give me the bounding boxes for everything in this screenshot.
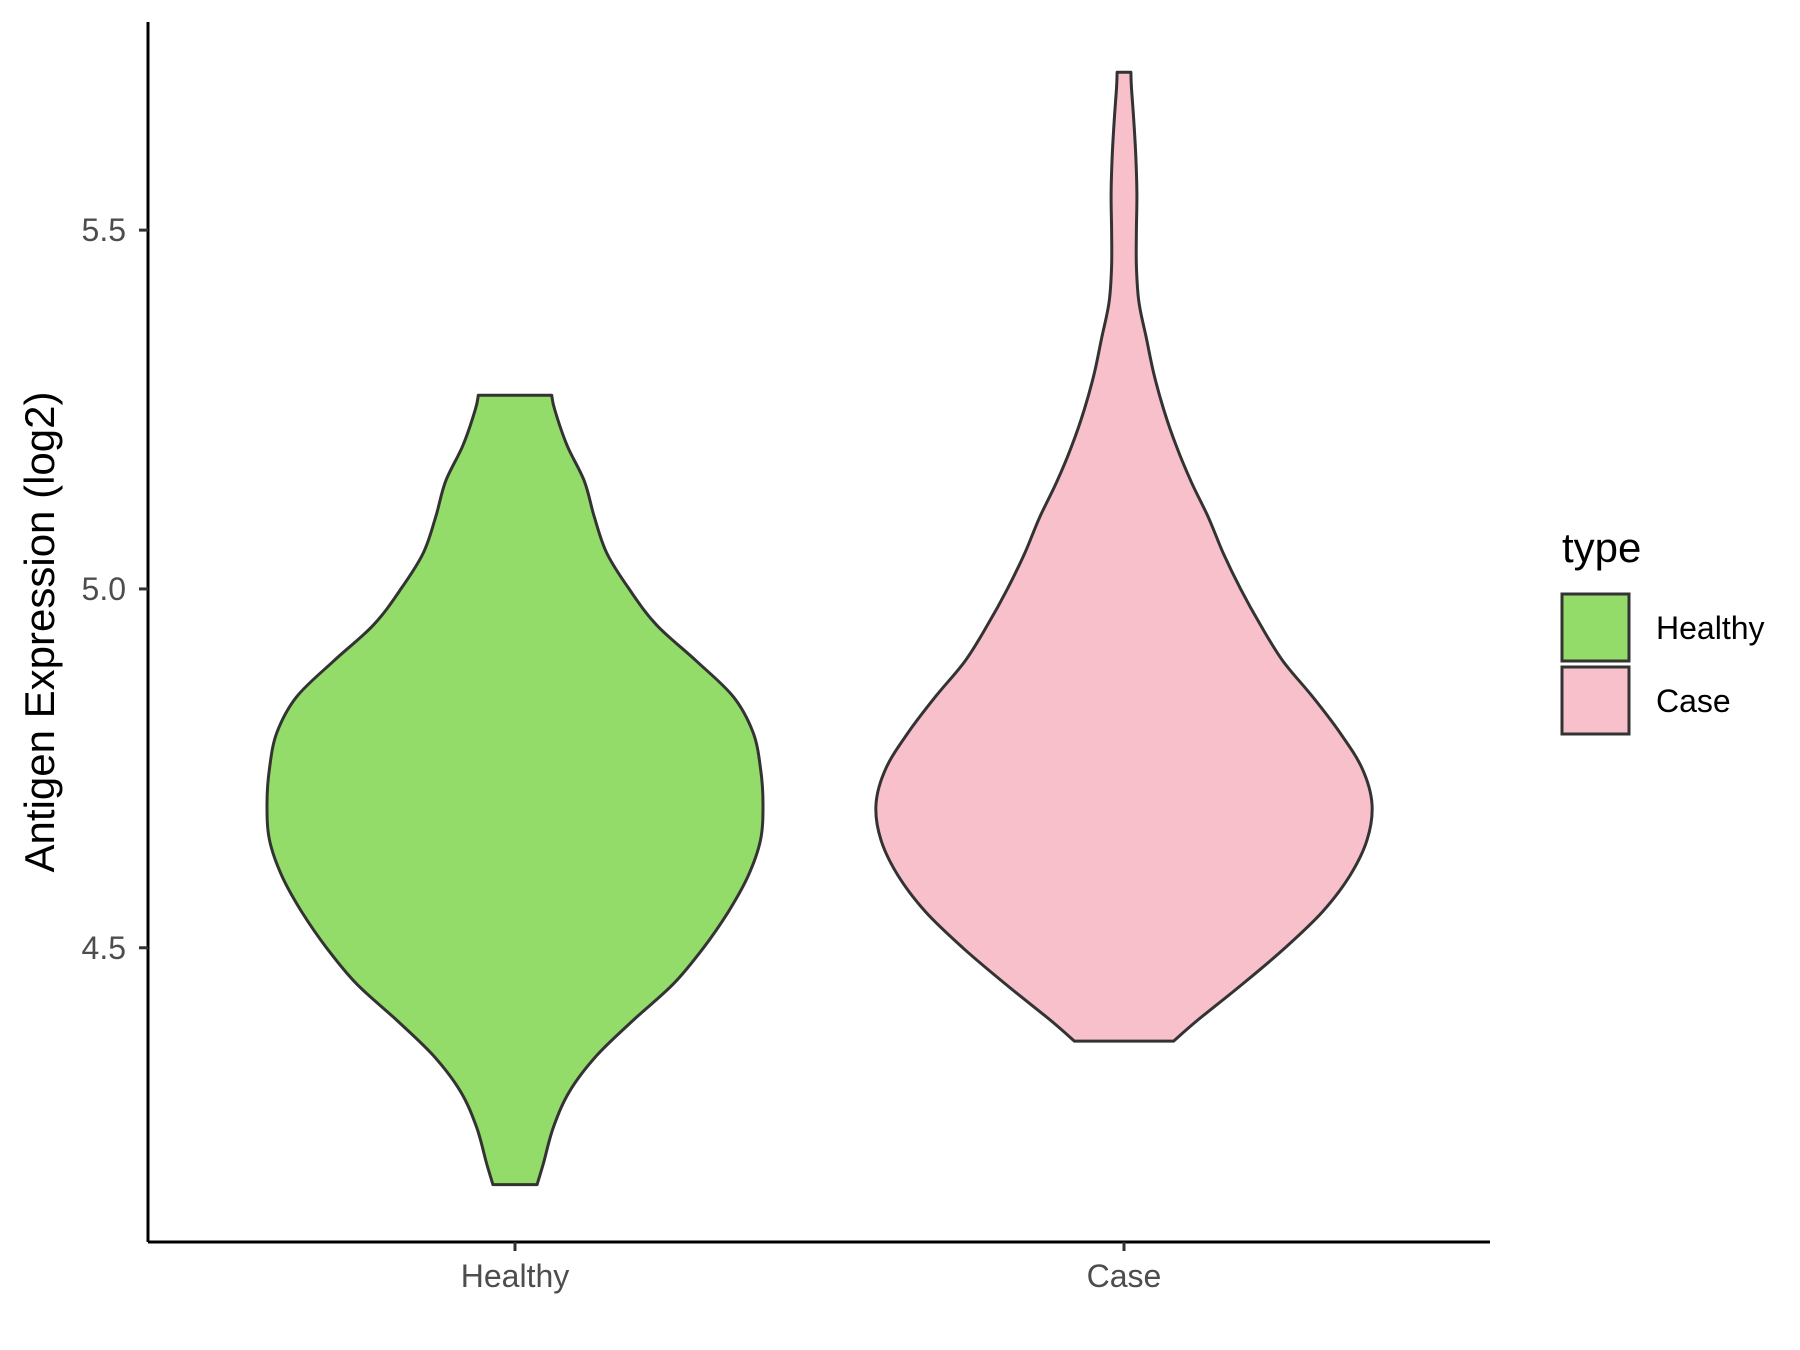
legend-key-case: [1560, 665, 1631, 736]
legend-label-case: Case: [1656, 683, 1731, 719]
violin-case: [874, 70, 1374, 1043]
y-tick-label: 4.5: [82, 930, 126, 966]
y-axis-title: Antigen Expression (log2): [16, 392, 63, 873]
violins-group: [265, 70, 1374, 1187]
x-tick-label-case: Case: [1087, 1258, 1162, 1294]
legend-key-healthy: [1560, 592, 1631, 663]
x-ticks-group: Healthy Case: [461, 1242, 1162, 1294]
y-tick-label: 5.0: [82, 571, 126, 607]
x-tick-label-healthy: Healthy: [461, 1258, 570, 1294]
legend-label-healthy: Healthy: [1656, 610, 1765, 646]
violin-healthy: [265, 393, 765, 1187]
legend: type Healthy Case: [1560, 524, 1765, 736]
y-ticks-group: 4.5 5.0 5.5: [82, 212, 148, 966]
y-tick-label: 5.5: [82, 212, 126, 248]
legend-title: type: [1562, 524, 1641, 571]
